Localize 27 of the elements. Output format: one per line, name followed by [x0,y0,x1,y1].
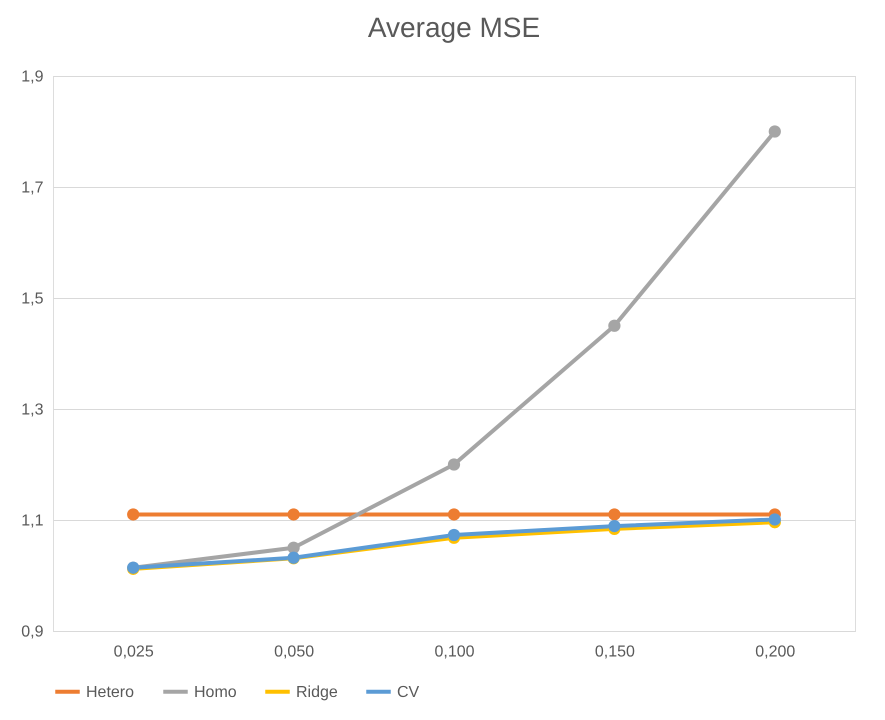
point [127,508,140,521]
x-tick-label: 0,100 [434,644,475,660]
y-tick-label: 1,9 [21,68,44,86]
point [608,508,621,521]
point [608,320,621,332]
point [768,513,781,526]
x-tick-label: 0,200 [755,644,796,660]
legend-label: Ridge [296,684,338,701]
y-tick-label: 1,7 [21,180,44,196]
point [448,508,460,521]
point [608,520,621,532]
point [448,458,460,471]
y-tick-label: 0,9 [21,624,44,640]
y-tick-label: 1,5 [21,290,44,308]
point [448,528,460,542]
x-tick-label: 0,150 [594,644,636,660]
point [287,542,300,554]
legend-label: Homo [194,684,237,701]
legend-label: Hetero [86,684,134,701]
y-tick-label: 1,3 [21,402,44,418]
chart-title: Average MSE [368,12,540,43]
point [287,508,300,521]
x-tick-label: 0,025 [114,644,154,660]
x-tick-label: 0,050 [274,644,314,660]
legend-label: CV [397,684,420,701]
y-tick-label: 1,1 [21,512,44,530]
point [768,125,781,138]
